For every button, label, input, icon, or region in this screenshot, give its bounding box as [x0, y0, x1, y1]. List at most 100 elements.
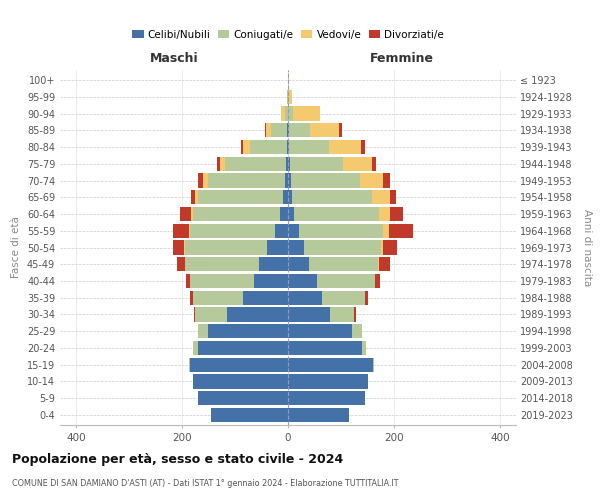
Bar [267, 240, 288, 254]
Bar [259, 257, 288, 272]
Bar [304, 240, 381, 254]
Bar [362, 341, 367, 355]
Bar [288, 290, 322, 305]
Bar [193, 374, 288, 388]
Bar [195, 190, 198, 204]
Bar [390, 207, 403, 221]
Bar [299, 224, 383, 238]
Bar [280, 207, 288, 221]
Bar [190, 274, 254, 288]
Bar [185, 257, 259, 272]
Bar [191, 207, 193, 221]
Bar [193, 341, 198, 355]
Bar [283, 190, 288, 204]
Bar [389, 224, 413, 238]
Text: Popolazione per età, sesso e stato civile - 2024: Popolazione per età, sesso e stato civil… [12, 452, 343, 466]
Bar [198, 324, 208, 338]
Bar [290, 174, 359, 188]
Bar [288, 391, 365, 406]
Bar [226, 156, 286, 171]
Bar [354, 308, 356, 322]
Bar [288, 374, 368, 388]
Bar [379, 207, 390, 221]
Bar [173, 240, 184, 254]
Bar [288, 240, 304, 254]
Bar [190, 224, 275, 238]
Bar [190, 358, 288, 372]
Bar [288, 341, 362, 355]
Bar [288, 408, 349, 422]
Bar [343, 156, 372, 171]
Text: Femmine: Femmine [370, 52, 434, 65]
Bar [193, 290, 243, 305]
Bar [275, 224, 288, 238]
Bar [198, 174, 203, 188]
Bar [288, 207, 295, 221]
Bar [227, 308, 288, 322]
Bar [376, 274, 380, 288]
Bar [289, 140, 329, 154]
Bar [288, 358, 373, 372]
Bar [194, 308, 195, 322]
Bar [288, 174, 290, 188]
Bar [288, 324, 352, 338]
Bar [309, 257, 378, 272]
Bar [211, 408, 288, 422]
Bar [288, 106, 293, 120]
Bar [243, 290, 288, 305]
Bar [271, 123, 287, 138]
Bar [383, 240, 397, 254]
Bar [288, 90, 289, 104]
Bar [185, 274, 190, 288]
Bar [193, 207, 280, 221]
Bar [208, 174, 286, 188]
Bar [266, 123, 271, 138]
Bar [189, 224, 190, 238]
Bar [352, 324, 362, 338]
Bar [176, 257, 185, 272]
Bar [241, 140, 244, 154]
Bar [286, 106, 288, 120]
Bar [265, 123, 266, 138]
Bar [372, 190, 391, 204]
Bar [198, 190, 283, 204]
Bar [329, 140, 361, 154]
Bar [185, 240, 267, 254]
Bar [289, 123, 310, 138]
Bar [289, 90, 292, 104]
Legend: Celibi/Nubili, Coniugati/e, Vedovi/e, Divorziati/e: Celibi/Nubili, Coniugati/e, Vedovi/e, Di… [128, 26, 448, 44]
Bar [208, 324, 288, 338]
Bar [288, 190, 292, 204]
Bar [191, 190, 195, 204]
Bar [288, 123, 289, 138]
Text: COMUNE DI SAN DAMIANO D'ASTI (AT) - Dati ISTAT 1° gennaio 2024 - Elaborazione TU: COMUNE DI SAN DAMIANO D'ASTI (AT) - Dati… [12, 479, 398, 488]
Bar [287, 140, 288, 154]
Bar [372, 156, 376, 171]
Bar [310, 123, 340, 138]
Bar [317, 274, 376, 288]
Bar [381, 240, 383, 254]
Bar [391, 190, 395, 204]
Bar [198, 341, 288, 355]
Bar [198, 391, 288, 406]
Y-axis label: Anni di nascita: Anni di nascita [583, 209, 592, 286]
Bar [190, 290, 193, 305]
Bar [288, 140, 289, 154]
Bar [254, 274, 288, 288]
Bar [288, 274, 317, 288]
Bar [365, 290, 368, 305]
Bar [383, 224, 389, 238]
Bar [189, 358, 190, 372]
Bar [244, 140, 250, 154]
Bar [286, 156, 288, 171]
Bar [250, 140, 287, 154]
Bar [217, 156, 220, 171]
Bar [295, 207, 379, 221]
Bar [288, 224, 299, 238]
Bar [379, 257, 390, 272]
Bar [173, 224, 189, 238]
Bar [281, 106, 286, 120]
Bar [290, 156, 343, 171]
Bar [286, 174, 288, 188]
Bar [293, 106, 320, 120]
